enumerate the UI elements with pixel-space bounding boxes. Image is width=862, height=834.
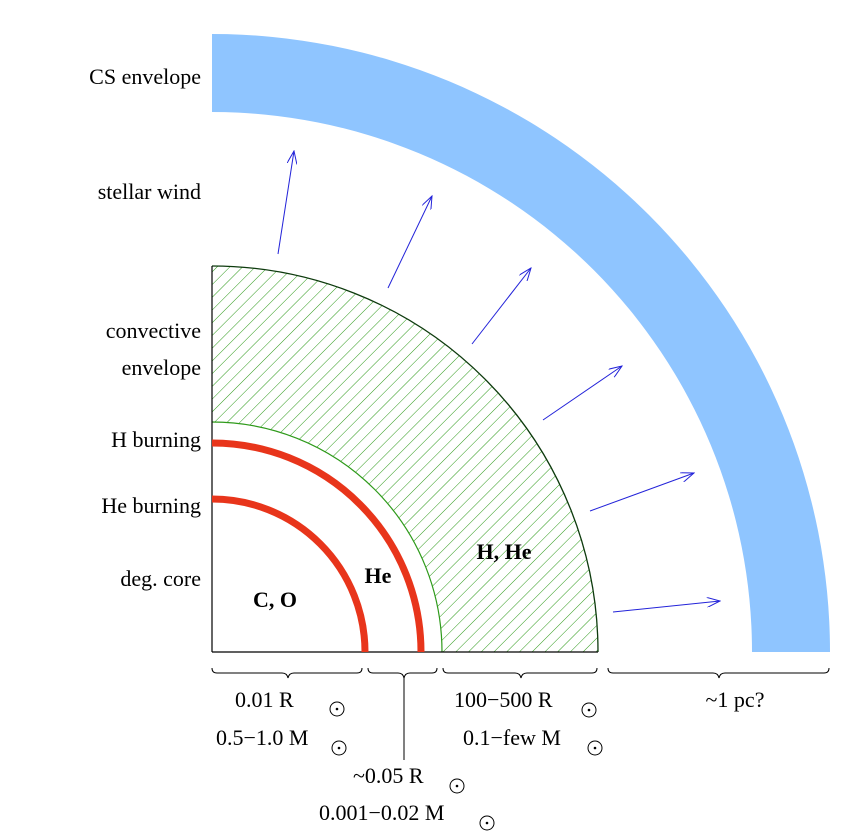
he-burning-shell <box>211 495 369 653</box>
wind-arrow <box>612 601 720 613</box>
scale-shell: ~0.05 R 0.001−0.02 M <box>319 763 495 831</box>
label-he-burning: He burning <box>101 493 201 518</box>
label-cs-envelope: CS envelope <box>89 64 201 89</box>
shell-radius-text: ~0.05 R <box>353 763 424 788</box>
label-deg-core: deg. core <box>120 566 201 591</box>
region-h-he-label: H, He <box>477 539 532 564</box>
shell-mass-text: 0.001−0.02 M <box>319 800 444 825</box>
label-stellar-wind: stellar wind <box>98 179 201 204</box>
brace-he-shell <box>367 667 438 679</box>
svg-text:0.5−1.0 M: 0.5−1.0 M <box>216 725 308 750</box>
svg-text:0.001−0.02 M: 0.001−0.02 M <box>319 800 444 825</box>
svg-text:0.1−few M: 0.1−few M <box>463 725 561 750</box>
scale-braces <box>211 667 830 760</box>
env-mass-text: 0.1−few M <box>463 725 561 750</box>
label-convective: convective <box>106 318 201 343</box>
label-envelope: envelope <box>122 355 201 380</box>
wind-arrow <box>471 268 531 345</box>
svg-text:~0.05 R: ~0.05 R <box>353 763 424 788</box>
stellar-wind-arrows <box>277 151 720 613</box>
sun-symbol-icon <box>331 740 347 756</box>
env-radius-text: 100−500 R <box>454 687 553 712</box>
region-he-label: He <box>365 563 392 588</box>
sun-symbol-icon <box>449 778 465 794</box>
core-mass-text: 0.5−1.0 M <box>216 725 308 750</box>
core-radius-text: 0.01 R <box>235 687 294 712</box>
wind-arrow <box>542 366 622 421</box>
region-core-label: C, O <box>253 587 297 612</box>
svg-text:100−500 R: 100−500 R <box>454 687 553 712</box>
brace-envelope <box>442 667 598 679</box>
svg-text:0.01 R: 0.01 R <box>235 687 294 712</box>
h-burning-shell <box>211 439 425 653</box>
envelope-outer-boundary <box>211 265 599 653</box>
cs-envelope-band <box>212 34 830 652</box>
scale-envelope: 100−500 R 0.1−few M <box>454 687 603 756</box>
brace-core <box>211 667 363 679</box>
wind-arrow <box>589 473 694 512</box>
scale-core: 0.01 R 0.5−1.0 M <box>216 687 347 756</box>
cs-radius-text: ~1 pc? <box>706 687 765 712</box>
wind-arrow <box>387 196 432 289</box>
convective-envelope-region <box>212 266 598 652</box>
sun-symbol-icon <box>587 740 603 756</box>
wind-arrow <box>277 151 294 255</box>
brace-cs <box>607 667 830 679</box>
envelope-inner-boundary <box>211 421 443 653</box>
sun-symbol-icon <box>329 701 345 717</box>
sun-symbol-icon <box>479 815 495 831</box>
sun-symbol-icon <box>581 702 597 718</box>
label-h-burning: H burning <box>111 427 201 452</box>
